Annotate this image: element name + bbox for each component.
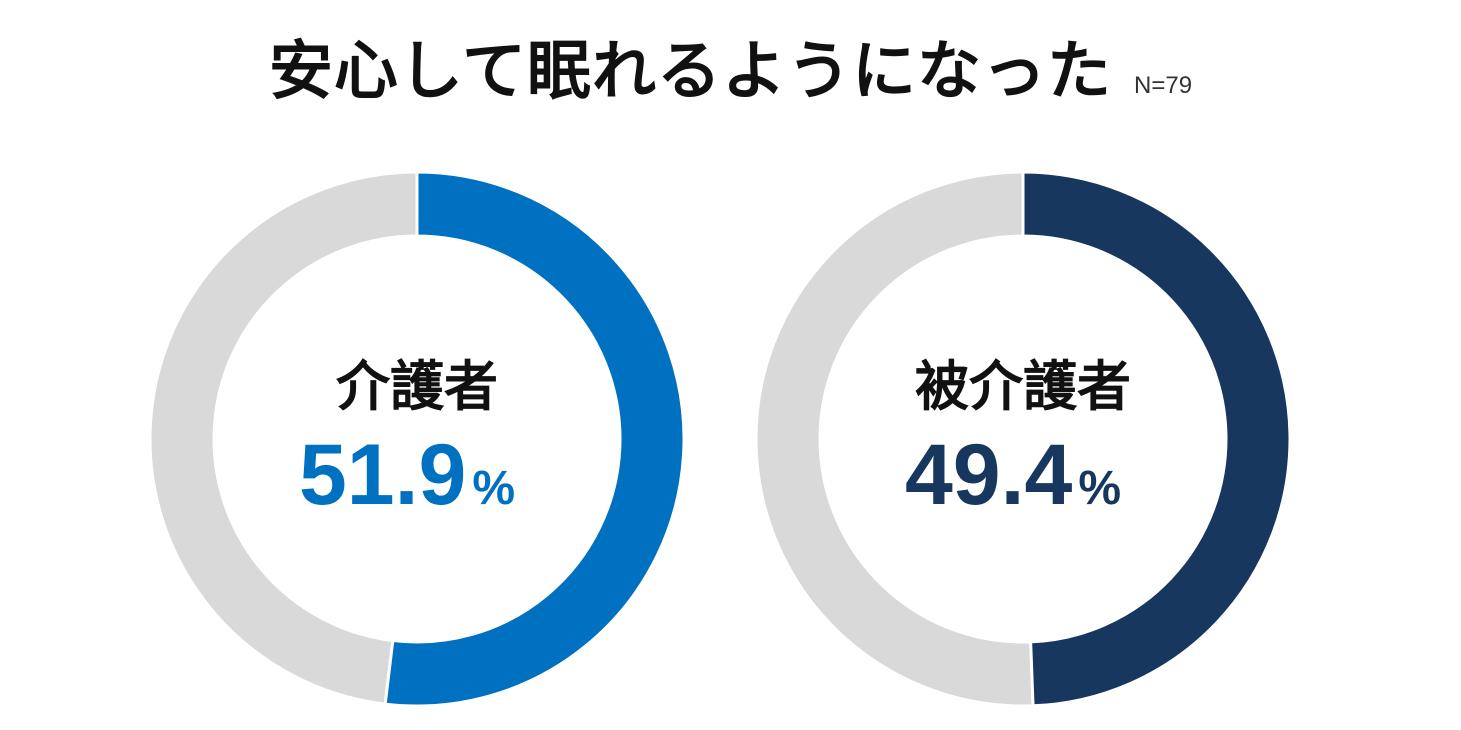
value-label: 49.4% bbox=[905, 427, 1121, 523]
donut-value-slice bbox=[1021, 170, 1292, 708]
donut-value-slice bbox=[383, 170, 686, 708]
value-number: 51.9 bbox=[299, 427, 466, 523]
chart-title: 安心して眠れるようになった N=79 bbox=[0, 20, 1461, 112]
donut-remainder-slice bbox=[754, 170, 1035, 708]
sample-size-label: N=79 bbox=[1134, 72, 1193, 99]
donut-chart-1: 介護者 51.9% bbox=[148, 170, 686, 708]
title-text: 安心して眠れるようになった bbox=[268, 35, 1113, 109]
value-label: 51.9% bbox=[299, 427, 515, 523]
donut-remainder-slice bbox=[148, 170, 419, 706]
donut-chart-2: 被介護者 49.4% bbox=[754, 170, 1292, 708]
category-label: 被介護者 bbox=[915, 355, 1131, 418]
category-label: 介護者 bbox=[336, 355, 498, 418]
value-unit: % bbox=[472, 462, 515, 515]
value-number: 49.4 bbox=[905, 427, 1073, 523]
value-unit: % bbox=[1078, 462, 1121, 515]
